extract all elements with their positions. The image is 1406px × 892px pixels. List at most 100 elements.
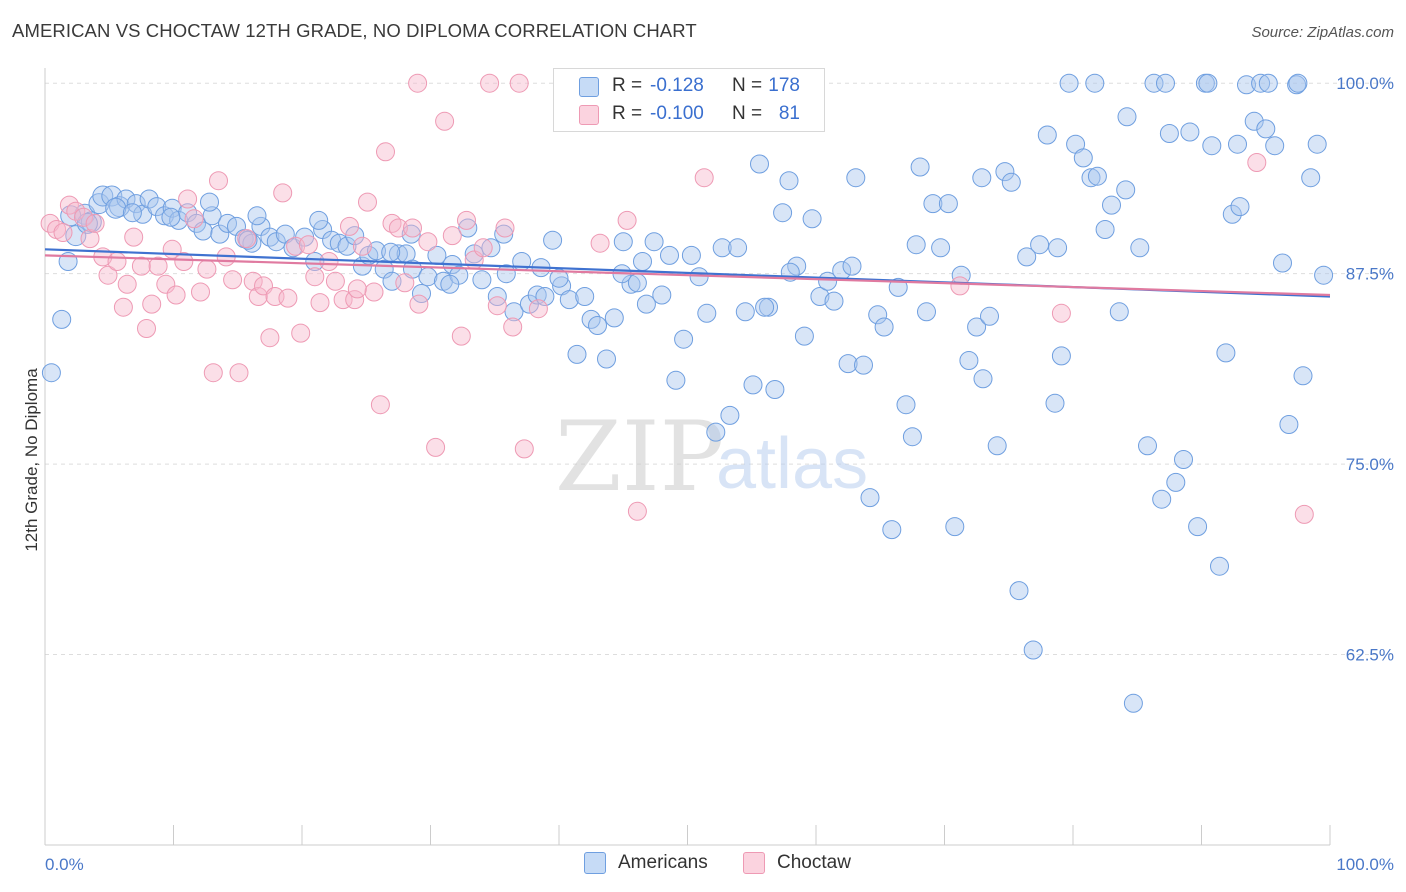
americans-point <box>972 168 992 188</box>
americans-point <box>494 224 514 244</box>
americans-point <box>967 317 987 337</box>
americans-point <box>846 168 866 188</box>
americans-point <box>1307 134 1327 154</box>
americans-point <box>874 317 894 337</box>
choctaw-point <box>142 294 162 314</box>
y-axis-label: 12th Grade, No Diploma <box>22 368 41 552</box>
choctaw-point <box>503 317 523 337</box>
americans-point <box>1009 581 1029 601</box>
americans-point <box>1095 220 1115 239</box>
choctaw-point <box>74 207 93 227</box>
choctaw-point <box>223 270 243 290</box>
choctaw-point <box>590 233 610 253</box>
americans-point <box>1030 235 1050 255</box>
choctaw-point <box>117 274 137 294</box>
choctaw-point <box>340 216 359 236</box>
americans-point <box>155 206 174 226</box>
americans-point <box>842 256 862 276</box>
choctaw-point <box>435 111 455 131</box>
americans-point <box>597 349 616 369</box>
choctaw-point <box>409 294 429 314</box>
americans-point <box>1085 73 1105 93</box>
americans-point <box>674 329 694 349</box>
americans-point <box>161 207 181 227</box>
americans-point <box>1087 166 1107 186</box>
choctaw-point <box>457 210 476 230</box>
choctaw-point <box>408 73 428 93</box>
choctaw-point <box>442 226 462 246</box>
x-tick-label: 0.0% <box>45 855 84 874</box>
americans-point <box>345 226 365 246</box>
choctaw-point <box>319 252 339 271</box>
americans-point <box>604 308 624 328</box>
americans-point <box>440 274 460 294</box>
americans-point <box>1166 472 1186 492</box>
choctaw-point <box>191 282 210 302</box>
choctaw-point <box>451 326 471 346</box>
americans-point <box>1279 415 1299 434</box>
americans-point <box>481 238 501 258</box>
y-tick-labels: 62.5% 75.0% 87.5% 100.0% <box>1336 74 1394 664</box>
americans-point <box>337 236 357 256</box>
americans-point <box>504 302 524 322</box>
americans-point <box>401 224 421 244</box>
choctaw-point <box>184 209 204 229</box>
choctaw-point <box>403 218 422 238</box>
choctaw-point <box>148 256 168 276</box>
americans-point <box>1102 195 1121 215</box>
y-tick-label: 62.5% <box>1346 646 1394 665</box>
choctaw-point <box>370 395 390 415</box>
legend-item-choctaw[interactable]: Choctaw <box>743 852 851 874</box>
americans-point <box>309 210 329 230</box>
americans-point <box>980 306 999 326</box>
r-label: R = <box>612 103 643 124</box>
americans-point <box>1144 73 1164 93</box>
americans-point <box>882 520 902 540</box>
choctaw-point <box>347 279 367 299</box>
choctaw-point <box>66 201 86 221</box>
legend-label-americans: Americans <box>618 852 708 873</box>
x-tick-labels: 0.0% 100.0% <box>45 855 1394 874</box>
americans-point <box>910 157 930 177</box>
americans-point <box>1180 122 1200 142</box>
choctaw-point <box>310 293 330 313</box>
americans-point <box>1059 73 1079 93</box>
americans-point <box>1109 302 1129 322</box>
choctaw-point <box>418 232 438 252</box>
americans-point <box>636 294 656 314</box>
americans-point <box>1258 73 1278 93</box>
americans-point <box>959 351 979 370</box>
choctaw-point <box>426 437 446 457</box>
n-value: 81 <box>778 103 800 124</box>
americans-point <box>917 302 936 322</box>
choctaw-point <box>156 274 176 294</box>
americans-point <box>1244 111 1264 131</box>
americans-point <box>1138 436 1157 456</box>
americans-point <box>779 171 799 191</box>
americans-point <box>720 405 740 425</box>
americans-point <box>1117 107 1137 127</box>
choctaw-trend-line <box>44 254 1331 297</box>
americans-point <box>1237 75 1256 95</box>
y-tick-label: 100.0% <box>1336 74 1394 93</box>
choctaw-point <box>514 439 534 459</box>
choctaw-point <box>473 238 493 258</box>
choctaw-point <box>298 235 318 255</box>
y-tick-label: 75.0% <box>1346 455 1394 474</box>
choctaw-point <box>352 236 372 256</box>
axes <box>44 68 1331 846</box>
americans-point <box>681 245 701 265</box>
n-label: N = <box>732 103 763 124</box>
choctaw-point <box>950 276 970 296</box>
americans-point <box>41 363 61 383</box>
americans-point <box>52 309 72 329</box>
choctaw-point <box>528 299 548 319</box>
americans-point <box>773 203 793 223</box>
americans-point <box>697 303 717 323</box>
n-label: N = <box>732 75 763 96</box>
americans-point <box>1051 346 1071 366</box>
legend-item-americans[interactable]: Americans <box>584 852 708 874</box>
choctaw-point <box>166 285 186 305</box>
americans-point <box>765 380 785 399</box>
choctaw-point <box>694 168 714 188</box>
